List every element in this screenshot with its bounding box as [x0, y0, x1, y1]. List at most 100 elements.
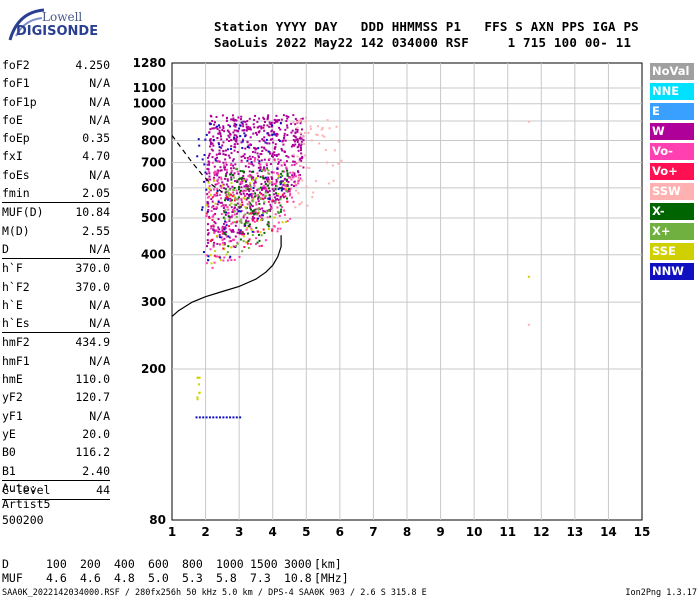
echo-point [233, 187, 236, 190]
echo-point [219, 243, 222, 246]
echo-point [262, 209, 265, 212]
echo-point [245, 187, 248, 190]
echo-point [227, 130, 230, 133]
param-value: 4.70 [82, 149, 110, 164]
muf-unit: [MHz] [314, 571, 349, 585]
echo-point [294, 182, 297, 185]
echo-point [233, 199, 236, 202]
echo-point [303, 131, 306, 134]
echo-point [279, 176, 282, 179]
echo-point [283, 161, 286, 164]
echo-point [227, 212, 230, 215]
echo-point [276, 167, 279, 170]
echo-point [222, 141, 225, 144]
echo-point [232, 117, 235, 120]
echo-point [229, 216, 232, 219]
echo-point [235, 134, 238, 137]
echo-point [230, 202, 233, 205]
echo-point [283, 182, 286, 185]
echo-point [277, 173, 280, 176]
echo-point [296, 140, 299, 143]
echo-point [309, 125, 312, 128]
echo-point [230, 215, 233, 218]
echo-point [233, 213, 236, 216]
echo-point [290, 178, 293, 181]
echo-point [207, 168, 210, 171]
echo-point [208, 191, 211, 194]
echo-point [240, 159, 243, 162]
echo-point [223, 187, 226, 190]
echo-point [210, 115, 213, 118]
echo-point [226, 205, 229, 208]
echo-point [225, 172, 228, 175]
echo-point [244, 194, 247, 197]
echo-point [217, 226, 220, 229]
echo-point [268, 189, 271, 192]
echo-point [231, 239, 234, 242]
d-value: 400 [114, 557, 135, 571]
echo-point [273, 216, 276, 219]
echo-point [243, 185, 246, 188]
echo-point [230, 246, 233, 249]
echo-point [271, 129, 274, 132]
echo-point [242, 125, 245, 128]
echo-point [292, 176, 295, 179]
echo-point [266, 118, 269, 121]
echo-point [266, 115, 269, 118]
echo-point [273, 225, 276, 228]
echo-point [204, 138, 207, 141]
echo-point [291, 174, 294, 177]
echo-point [244, 221, 247, 224]
d-value: 1500 [250, 557, 278, 571]
echo-point [218, 129, 221, 132]
echo-point [292, 155, 295, 158]
echo-point [258, 162, 261, 165]
echo-point [276, 227, 279, 230]
echo-point [226, 148, 229, 151]
echo-point [254, 243, 257, 246]
echo-point [239, 177, 242, 180]
echo-point [230, 167, 233, 170]
legend-item: SSW [650, 183, 694, 200]
echo-point [269, 122, 272, 125]
echo-point [246, 188, 249, 191]
echo-point [289, 187, 292, 190]
echo-point [261, 194, 264, 197]
echo-point [257, 200, 260, 203]
echo-point [277, 161, 280, 164]
echo-point [332, 179, 335, 182]
echo-point [223, 237, 226, 240]
echo-point [299, 144, 302, 147]
echo-point [213, 179, 216, 182]
echo-point [218, 126, 221, 129]
echo-point [292, 139, 295, 142]
echo-point [279, 128, 282, 131]
auto-program: Artist5 [2, 497, 51, 511]
echo-point [249, 128, 252, 131]
echo-point [211, 196, 214, 199]
echo-point [299, 122, 302, 125]
echo-point [230, 229, 233, 232]
echo-point [260, 146, 263, 149]
echo-point [321, 134, 324, 137]
echo-point [208, 215, 211, 218]
echo-point [229, 193, 232, 196]
echo-point [281, 221, 284, 224]
echo-point [229, 197, 232, 200]
echo-point [249, 243, 252, 246]
echo-point [299, 146, 302, 149]
echo-point [279, 159, 282, 162]
echo-point [240, 197, 243, 200]
param-row: foF2 4.250 [2, 56, 110, 74]
echo-point [243, 232, 246, 235]
echo-point [226, 190, 229, 193]
echo-point [254, 114, 257, 117]
echo-point [231, 114, 234, 117]
echo-point [241, 147, 244, 150]
echo-point [295, 138, 298, 141]
echo-point [301, 117, 304, 120]
echo-point [268, 193, 271, 196]
echo-point [246, 203, 249, 206]
x-tick-label: 8 [403, 525, 411, 539]
echo-point [237, 116, 240, 119]
